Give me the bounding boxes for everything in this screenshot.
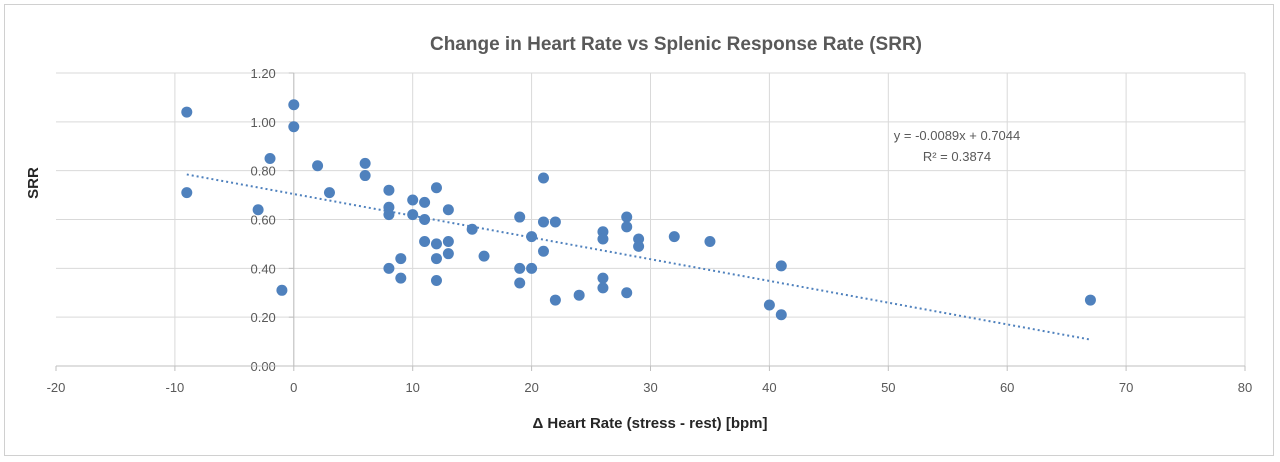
data-point [288, 121, 300, 133]
data-point [359, 170, 371, 182]
data-point [442, 235, 454, 247]
data-point [549, 294, 561, 306]
x-axis-title: Δ Heart Rate (stress - rest) [bpm] [532, 415, 767, 432]
data-point [383, 262, 395, 274]
data-point [526, 231, 538, 243]
data-point [597, 272, 609, 284]
data-point [442, 248, 454, 260]
data-point [359, 157, 371, 169]
data-point [395, 272, 407, 284]
data-point [514, 211, 526, 223]
data-point [442, 204, 454, 216]
y-tick-label: 1.00 [250, 115, 275, 130]
y-tick-label: 0.20 [250, 310, 275, 325]
data-point [704, 235, 716, 247]
data-point [549, 216, 561, 228]
chart-frame [4, 4, 1274, 456]
trendline-layer [186, 173, 1091, 341]
trendline-r-squared: R² = 0.3874 [923, 149, 991, 164]
data-point [419, 235, 431, 247]
y-axis-title: SRR [25, 167, 42, 199]
data-point [312, 160, 324, 172]
data-point [276, 284, 288, 296]
data-point [466, 223, 478, 235]
data-point [181, 106, 193, 118]
data-point [407, 209, 419, 221]
data-point [323, 187, 335, 199]
data-point [775, 309, 787, 321]
data-point [668, 231, 680, 243]
data-point [430, 275, 442, 287]
data-point [478, 250, 490, 262]
data-point [514, 262, 526, 274]
data-point [537, 216, 549, 228]
data-point [264, 152, 276, 164]
data-point [775, 260, 787, 272]
data-point [430, 253, 442, 265]
x-tick-label: 10 [405, 380, 419, 395]
data-point [395, 253, 407, 265]
points-layer [181, 99, 1096, 321]
y-tick-label: 0.80 [250, 164, 275, 179]
data-point [252, 204, 264, 216]
trendline [186, 173, 1091, 341]
data-point [621, 287, 633, 299]
x-tick-label: 80 [1238, 380, 1252, 395]
x-tick-label: 30 [643, 380, 657, 395]
data-point [419, 214, 431, 225]
data-point [181, 187, 193, 199]
x-tick-label: -10 [166, 380, 185, 395]
data-point [514, 277, 526, 289]
data-point [407, 194, 419, 206]
x-tick-label: 70 [1119, 380, 1133, 395]
data-point [621, 211, 633, 223]
y-tick-label: 0.40 [250, 261, 275, 276]
data-point [1084, 294, 1096, 306]
data-point [430, 238, 442, 250]
axis-layer: -20 -10 0 10 20 30 40 50 60 70 800.000.200.400.600… [47, 66, 1253, 395]
x-tick-label: -20 [47, 380, 66, 395]
data-point [633, 240, 645, 252]
chart-title: Change in Heart Rate vs Splenic Response… [430, 34, 922, 55]
data-point [597, 233, 609, 245]
data-point [621, 221, 633, 233]
data-point [597, 282, 609, 294]
data-point [526, 262, 538, 274]
data-point [573, 289, 585, 301]
data-point [763, 299, 775, 311]
y-tick-label: 0.60 [250, 213, 275, 228]
x-tick-label: 40 [762, 380, 776, 395]
x-tick-label: 60 [1000, 380, 1014, 395]
data-point [383, 184, 395, 196]
y-tick-label: 1.20 [250, 66, 275, 81]
data-point [419, 196, 431, 208]
grid-layer [56, 72, 1246, 366]
x-tick-label: 20 [524, 380, 538, 395]
trendline-equation: y = -0.0089x + 0.7044 [894, 128, 1020, 143]
data-point [537, 245, 549, 257]
x-tick-label: 0 [290, 380, 297, 395]
data-point [288, 99, 300, 111]
x-tick-label: 50 [881, 380, 895, 395]
data-point [383, 209, 395, 221]
data-point [537, 172, 549, 184]
data-point [430, 182, 442, 194]
